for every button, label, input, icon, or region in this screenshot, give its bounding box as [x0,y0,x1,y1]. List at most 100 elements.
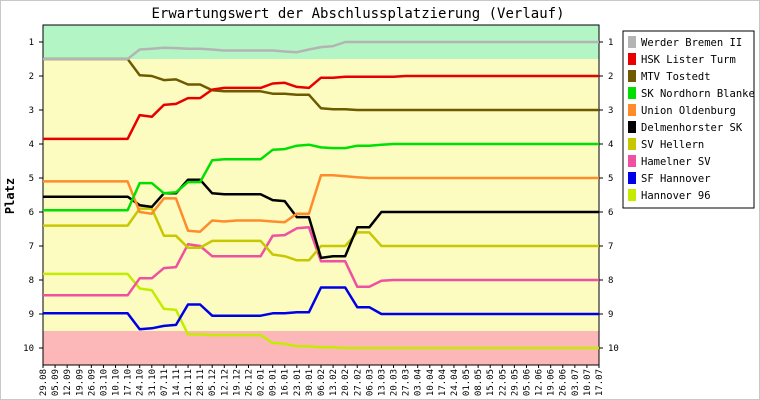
x-tick-label: 20.03 [390,369,400,396]
x-tick-label: 16.01 [281,369,291,396]
legend-swatch [628,70,636,82]
x-tick-label: 24.04 [450,369,460,396]
x-tick-label: 26.12 [245,369,255,396]
series-line-sv-hellern [43,207,599,262]
x-tick-label: 02.01 [257,369,267,396]
legend-swatch [628,172,636,184]
x-tick-label: 09.01 [269,369,279,396]
legend-label: SK Nordhorn Blanke [641,88,755,100]
x-tick-label: 20.02 [341,369,351,396]
x-tick-label: 03.10 [99,369,109,396]
y-tick-label-left: 6 [29,208,34,218]
x-tick-label: 08.05 [474,369,484,396]
legend-swatch [628,104,636,116]
chart-title: Erwartungswert der Abschlussplatzierung … [151,6,564,22]
y-tick-label-left: 1 [29,38,34,48]
x-tick-label: 17.10 [124,369,134,396]
x-tick-label: 27.02 [353,369,363,396]
series-line-union-oldenburg [43,174,599,233]
y-tick-label-left: 4 [29,140,34,150]
x-tick-label: 17.07 [595,369,605,396]
y-tick-label-left: 2 [29,72,34,82]
x-tick-label: 19.09 [75,369,85,396]
x-tick-label: 27.03 [402,369,412,396]
y-tick-label-right: 1 [608,38,613,48]
legend-swatch [628,155,636,167]
x-tick-label: 13.02 [329,369,339,396]
legend-label: HSK Lister Turm [641,54,736,66]
x-tick-label: 12.06 [535,369,545,396]
x-tick-label: 30.01 [305,369,315,396]
legend-swatch [628,87,636,99]
legend: Werder Bremen II HSK Lister Turm MTV Toste… [622,30,755,209]
x-tick-label: 26.09 [87,369,97,396]
x-tick-label: 21.11 [184,369,194,396]
legend-swatch [628,138,636,150]
x-tick-label: 26.06 [559,369,569,396]
y-tick-label-left: 8 [29,276,34,286]
x-tick-label: 05.09 [51,369,61,396]
x-tick-label: 24.10 [136,369,146,396]
legend-label: Hannover 96 [641,190,711,202]
y-tick-label-right: 2 [608,72,613,82]
series-line-hsk-lister-turm [43,74,599,141]
legend-label: Delmenhorster SK [641,122,743,134]
series-line-werder-bremen-ii [43,40,599,61]
x-tick-label: 17.04 [438,369,448,396]
legend-label: Werder Bremen II [641,37,742,49]
x-tick-label: 06.02 [317,369,327,396]
x-tick-label: 06.03 [365,369,375,396]
x-tick-label: 31.10 [148,369,158,396]
x-tick-label: 03.07 [571,369,581,396]
x-tick-label: 19.12 [232,369,242,396]
series-line-sf-hannover [43,286,599,331]
x-tick-label: 29.08 [39,369,49,396]
legend-label: Hamelner SV [641,156,711,168]
legend-swatch [628,36,636,48]
x-tick-label: 19.06 [547,369,557,396]
y-tick-label-left: 5 [29,174,34,184]
y-tick-label-left: 9 [29,310,34,320]
legend-label: Union Oldenburg [641,105,736,117]
x-tick-label: 13.03 [377,369,387,396]
x-tick-label: 01.05 [462,369,472,396]
x-tick-label: 28.11 [196,369,206,396]
x-tick-label: 05.06 [523,369,533,396]
y-axis-label: Platz [3,178,17,214]
y-tick-label-right: 7 [608,242,613,252]
y-tick-label-right: 9 [608,310,613,320]
x-tick-label: 29.05 [510,369,520,396]
series-line-sk-nordhorn-blanke [43,142,599,212]
x-tick-label: 05.12 [208,369,218,396]
legend-label: MTV Tostedt [641,71,711,83]
legend-swatch [628,189,636,201]
legend-swatch [628,53,636,65]
y-tick-label-right: 6 [608,208,613,218]
x-tick-label: 15.05 [486,369,496,396]
x-tick-label: 12.12 [220,369,230,396]
x-tick-label: 23.01 [293,369,303,396]
y-tick-label-right: 10 [608,344,619,354]
y-tick-label-left: 3 [29,106,34,116]
y-tick-label-right: 5 [608,174,613,184]
legend-label: SF Hannover [641,173,711,185]
x-tick-label: 03.04 [414,369,424,396]
y-tick-label-left: 7 [29,242,34,252]
y-tick-label-right: 4 [608,140,613,150]
legend-label: SV Hellern [641,139,704,151]
legend-swatch [628,121,636,133]
x-tick-label: 10.07 [583,369,593,396]
y-tick-label-right: 8 [608,276,613,286]
series-line-mtv-tostedt [43,57,599,112]
x-tick-label: 10.10 [112,369,122,396]
x-tick-label: 14.11 [172,369,182,396]
x-tick-label: 12.09 [63,369,73,396]
legend-box [622,30,755,209]
x-tick-label: 07.11 [160,369,170,396]
x-tick-label: 22.05 [498,369,508,396]
x-tick-label: 10.04 [426,369,436,396]
series-line-hamelner-sv [43,226,599,297]
y-tick-label-left: 10 [23,344,34,354]
y-tick-label-right: 3 [608,106,613,116]
